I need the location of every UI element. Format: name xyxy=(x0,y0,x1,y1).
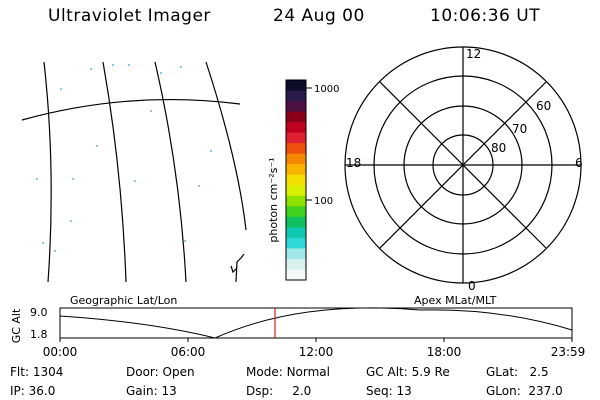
x-tick-1200: 12:00 xyxy=(299,345,334,359)
colorbar-segment xyxy=(286,132,306,144)
mode-label: Mode: xyxy=(246,365,283,379)
longitude-line xyxy=(205,61,247,231)
latitude-line xyxy=(21,98,241,121)
mlt-label-12: 12 xyxy=(466,47,481,61)
time-label: 10:06:36 UT xyxy=(430,6,541,26)
flt-label: Flt: xyxy=(10,365,29,379)
door-field: Door: Open xyxy=(126,365,195,379)
colorbar-segment xyxy=(286,153,306,165)
gcalt-value: 5.9 Re xyxy=(411,365,450,379)
colorbar-segment xyxy=(286,258,306,270)
colorbar: 1000 100 photon cm⁻²s⁻¹ xyxy=(267,79,339,281)
colorbar-segment xyxy=(286,185,306,197)
colorbar-segment xyxy=(286,237,306,249)
x-tick-0000: 00:00 xyxy=(43,345,78,359)
colorbar-segment xyxy=(286,80,306,92)
instrument-title: Ultraviolet Imager xyxy=(48,6,211,26)
date-label: 24 Aug 00 xyxy=(273,6,365,26)
x-tick-0600: 06:00 xyxy=(171,345,206,359)
seq-label: Seq: xyxy=(366,384,393,398)
dsp-field: Dsp: 2.0 xyxy=(246,384,311,398)
lat-label-80: 80 xyxy=(491,141,506,155)
seq-value: 13 xyxy=(396,384,412,398)
gain-label: Gain: xyxy=(126,384,158,398)
mlt-label-18: 18 xyxy=(346,156,361,170)
coastline xyxy=(230,253,245,283)
orbit-timeline xyxy=(59,307,573,342)
dsp-value: 2.0 xyxy=(292,384,312,398)
speckle-dots xyxy=(36,64,212,252)
colorbar-gradient xyxy=(286,80,306,281)
flt-field: Flt: 1304 xyxy=(10,365,63,379)
ip-label: IP: xyxy=(10,384,25,398)
timeline-right-caption: Apex MLat/MLT xyxy=(414,294,497,307)
seq-field: Seq: 13 xyxy=(366,384,412,398)
y-axis-label: GC Alt xyxy=(10,308,23,343)
mode-field: Mode: Normal xyxy=(246,365,330,379)
lat-label-60: 60 xyxy=(536,99,551,113)
glon-value: 237.0 xyxy=(528,384,563,398)
glat-field: GLat: 2.5 xyxy=(486,365,549,379)
lat-label-70: 70 xyxy=(512,122,527,136)
altitude-curve xyxy=(59,307,573,339)
door-value: Open xyxy=(162,365,195,379)
mlt-label-0: 0 xyxy=(468,279,476,293)
longitude-line xyxy=(43,61,52,283)
gcalt-field: GC Alt: 5.9 Re xyxy=(366,365,450,379)
colorbar-segment xyxy=(286,195,306,207)
mlt-label-6: 6 xyxy=(575,156,583,170)
colorbar-segment xyxy=(286,164,306,176)
glat-label: GLat: xyxy=(486,365,519,379)
longitude-line xyxy=(102,61,127,283)
colorbar-tick-100: 100 xyxy=(314,196,333,207)
colorbar-segment xyxy=(286,248,306,260)
mode-value: Normal xyxy=(286,365,330,379)
geographic-image-panel xyxy=(21,61,247,283)
colorbar-segment xyxy=(286,269,306,281)
colorbar-segment xyxy=(286,111,306,123)
y-min-label: 1.8 xyxy=(30,328,48,341)
colorbar-segment xyxy=(286,227,306,239)
colorbar-segment xyxy=(286,174,306,186)
colorbar-segment xyxy=(286,206,306,218)
colorbar-segment xyxy=(286,122,306,134)
door-label: Door: xyxy=(126,365,159,379)
colorbar-tick-1000: 1000 xyxy=(314,84,339,95)
dsp-label: Dsp: xyxy=(246,384,274,398)
x-tick-1800: 18:00 xyxy=(427,345,462,359)
meridian-diag xyxy=(379,81,547,249)
colorbar-label: photon cm⁻²s⁻¹ xyxy=(267,157,280,242)
glon-field: GLon: 237.0 xyxy=(486,384,563,398)
y-max-label: 9.0 xyxy=(30,306,48,319)
glon-label: GLon: xyxy=(486,384,521,398)
glat-value: 2.5 xyxy=(529,365,549,379)
flt-value: 1304 xyxy=(32,365,64,379)
gain-field: Gain: 13 xyxy=(126,384,177,398)
colorbar-segment xyxy=(286,143,306,155)
longitude-line xyxy=(154,61,187,283)
ip-field: IP: 36.0 xyxy=(10,384,55,398)
colorbar-segment xyxy=(286,216,306,228)
x-tick-2359: 23:59 xyxy=(551,345,586,359)
colorbar-segment xyxy=(286,101,306,113)
timeline-left-caption: Geographic Lat/Lon xyxy=(70,294,177,307)
gain-value: 13 xyxy=(161,384,177,398)
polar-plot xyxy=(344,46,582,284)
colorbar-segment xyxy=(286,90,306,102)
gcalt-label: GC Alt: xyxy=(366,365,408,379)
ip-value: 36.0 xyxy=(28,384,56,398)
